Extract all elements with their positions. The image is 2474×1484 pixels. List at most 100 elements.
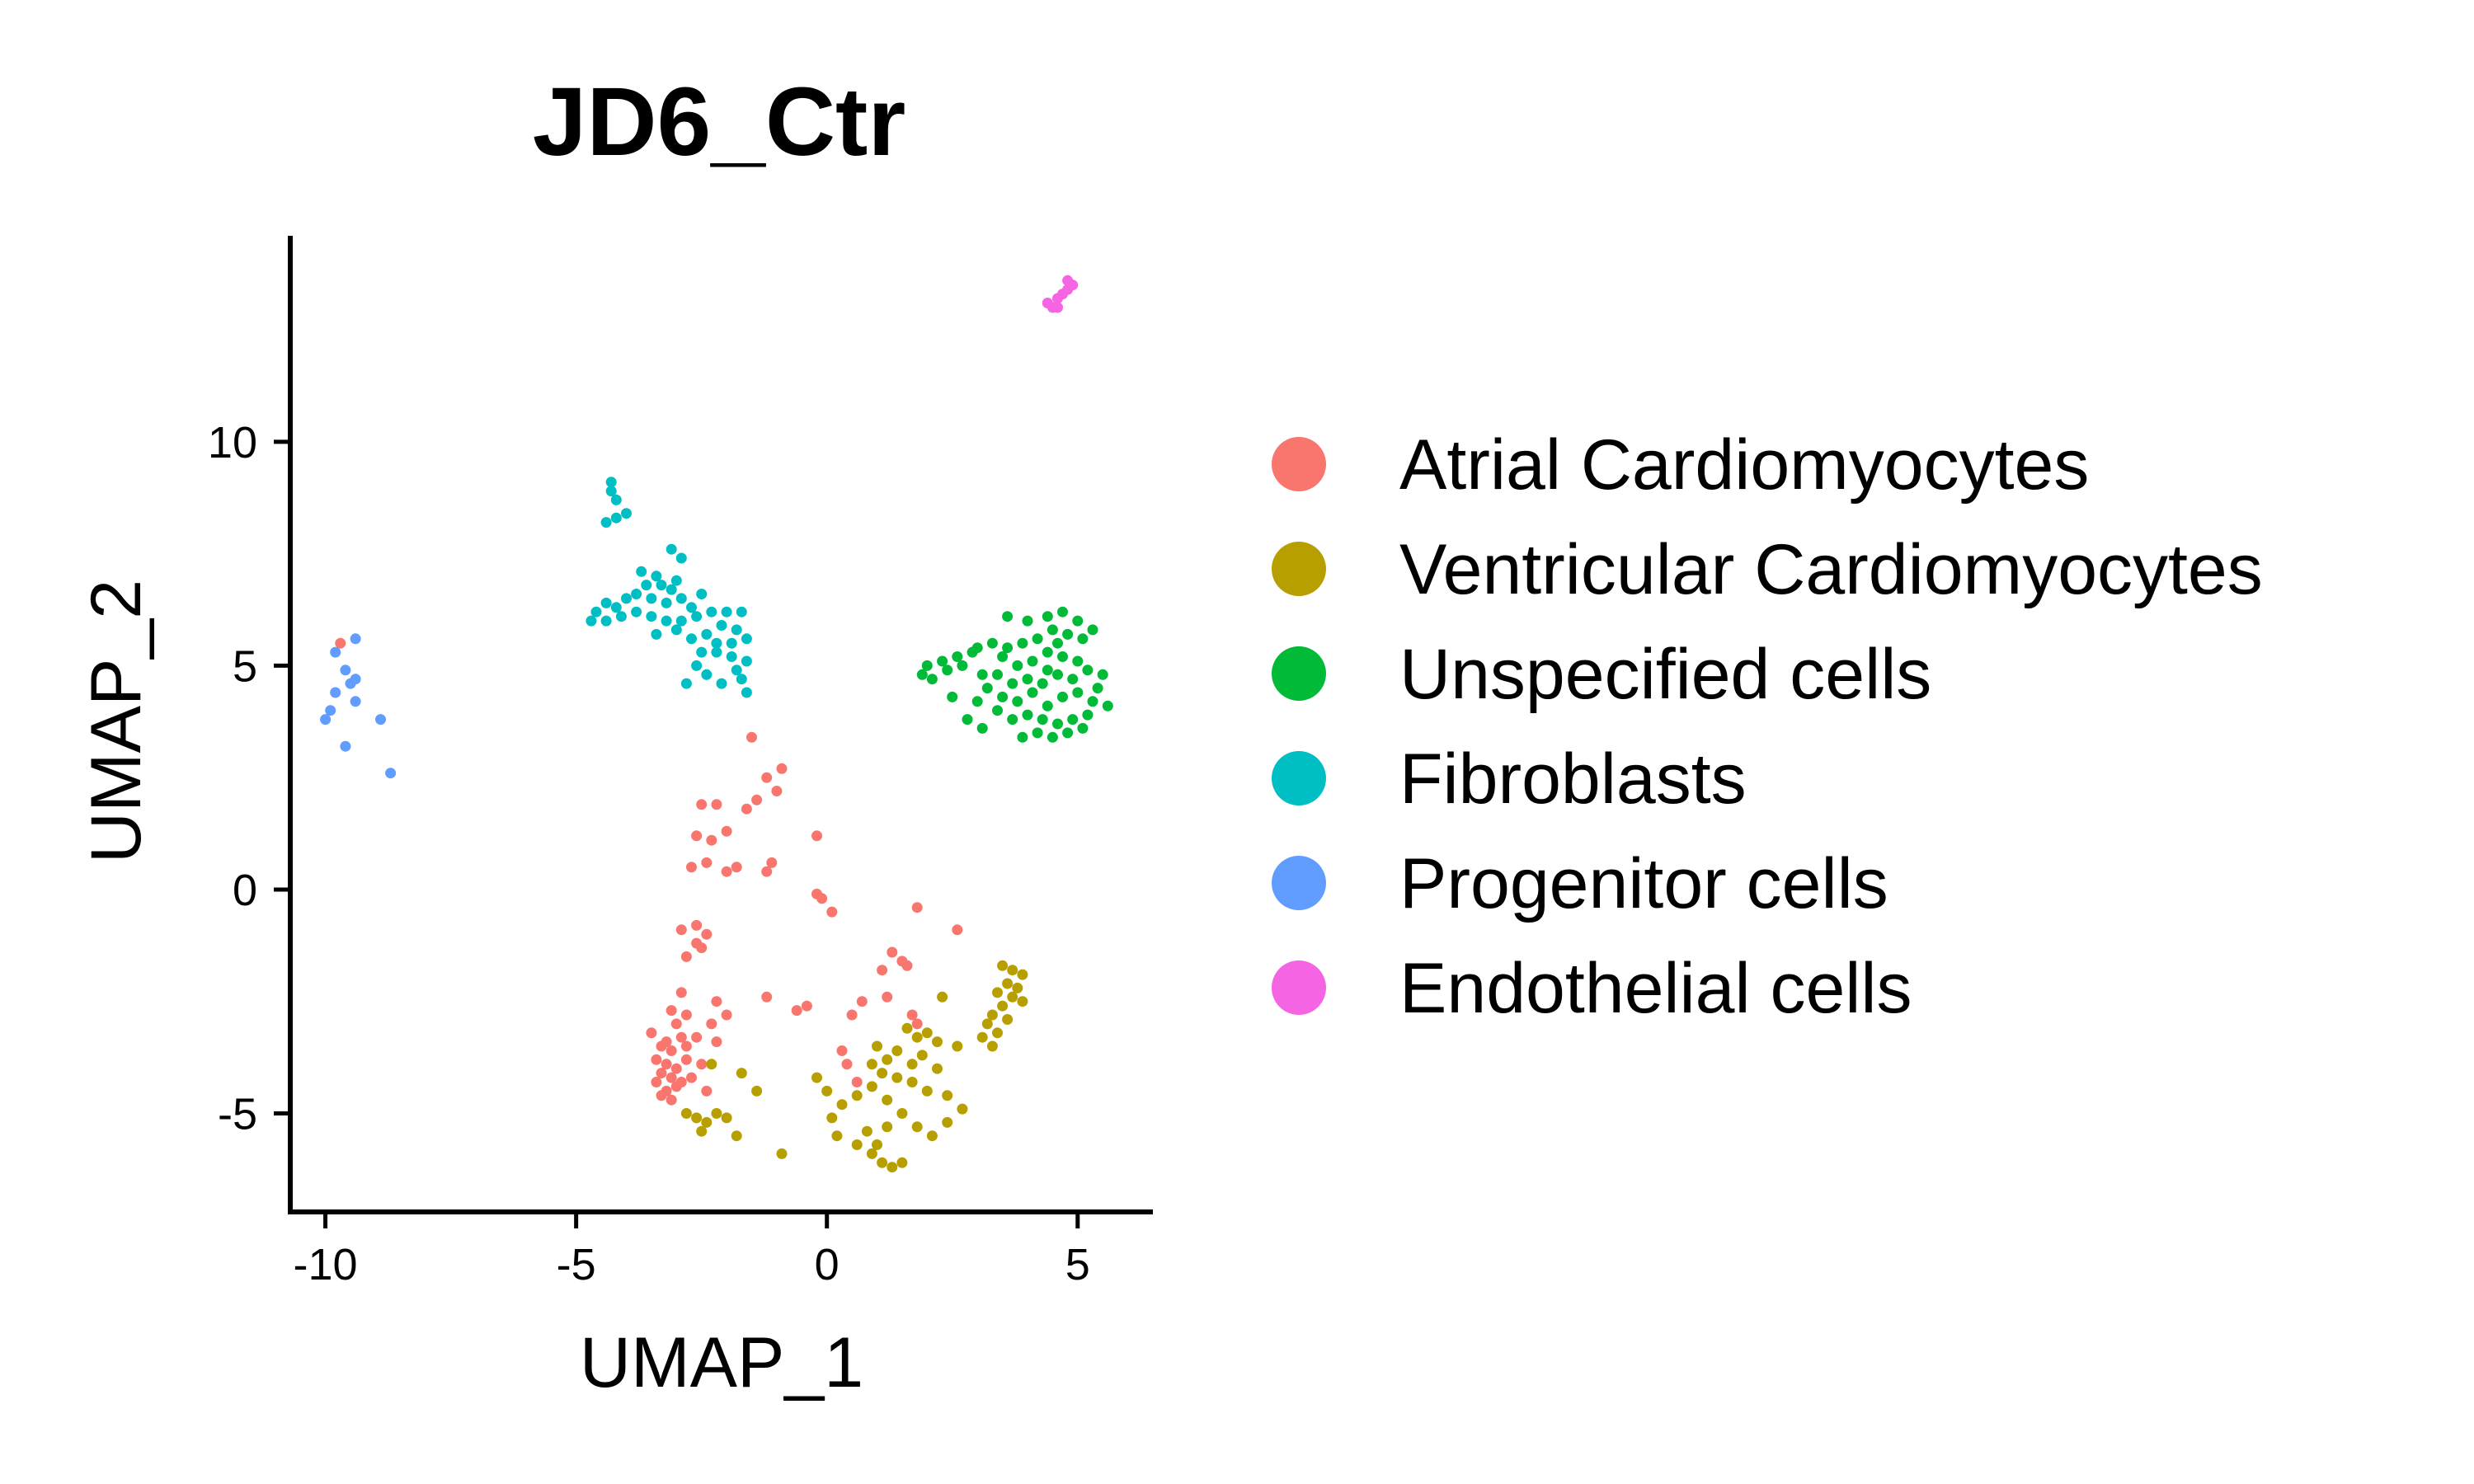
data-point	[691, 660, 703, 671]
data-point	[666, 1094, 677, 1106]
data-point	[947, 691, 958, 702]
data-point	[670, 624, 682, 636]
data-point	[656, 1068, 667, 1079]
data-point	[997, 651, 1009, 662]
data-point	[686, 862, 697, 873]
data-point	[731, 862, 742, 873]
data-point	[1062, 727, 1074, 739]
data-point	[882, 1094, 893, 1106]
data-point	[921, 1085, 933, 1097]
data-point	[675, 1031, 687, 1043]
data-point	[1042, 646, 1053, 658]
data-point	[962, 714, 973, 726]
x-tick-label: -10	[294, 1240, 358, 1289]
data-point	[711, 996, 722, 1007]
data-point	[675, 593, 687, 604]
data-point	[1007, 678, 1018, 689]
data-point	[721, 1009, 732, 1021]
data-point	[661, 597, 672, 608]
data-point	[631, 589, 642, 599]
data-point	[1062, 628, 1074, 640]
data-point	[766, 857, 778, 868]
data-point	[911, 1018, 923, 1030]
data-point	[1007, 991, 1018, 1003]
data-point	[701, 1116, 713, 1128]
data-point	[911, 1121, 923, 1133]
data-point	[636, 566, 647, 577]
data-point	[1067, 714, 1079, 726]
data-point	[997, 1000, 1009, 1012]
data-point	[826, 906, 838, 918]
legend-item: Progenitor cells	[1272, 844, 1888, 923]
data-point	[716, 620, 727, 631]
data-point	[1027, 655, 1038, 667]
data-point	[696, 799, 708, 810]
data-point	[1042, 700, 1053, 711]
data-point	[1082, 665, 1094, 676]
data-point	[696, 1125, 708, 1137]
legend-swatch	[1272, 646, 1326, 701]
data-point	[1072, 615, 1084, 627]
data-point	[670, 1081, 682, 1092]
data-point	[921, 660, 933, 671]
legend-swatch	[1272, 751, 1326, 805]
data-point	[675, 615, 687, 627]
data-point	[1007, 714, 1018, 726]
data-point	[646, 1027, 657, 1039]
data-point	[932, 1063, 943, 1074]
data-point	[651, 1054, 662, 1065]
data-point	[651, 1077, 662, 1087]
data-point	[976, 1031, 988, 1043]
data-point	[957, 660, 968, 671]
data-point	[691, 1112, 703, 1124]
data-point	[736, 606, 747, 618]
data-point	[1102, 700, 1113, 711]
data-point	[680, 1108, 692, 1119]
data-point	[887, 1162, 898, 1173]
data-point	[836, 1045, 848, 1056]
data-point	[675, 924, 687, 936]
data-point	[1087, 624, 1098, 636]
data-point	[1057, 651, 1068, 662]
x-tick-label: 5	[1065, 1240, 1090, 1289]
data-point	[1012, 982, 1023, 993]
data-point	[350, 674, 361, 685]
data-point	[952, 651, 963, 662]
data-point	[1032, 633, 1043, 645]
y-tick-label: 10	[208, 418, 257, 467]
data-point	[861, 1125, 872, 1137]
data-point	[937, 991, 948, 1003]
data-point	[320, 714, 332, 726]
data-point	[600, 615, 612, 627]
legend-label: Endothelial cells	[1399, 949, 1912, 1028]
data-point	[976, 669, 988, 680]
data-point	[666, 1005, 677, 1017]
data-point	[866, 1059, 877, 1070]
data-point	[761, 866, 773, 877]
data-point	[981, 1018, 993, 1030]
data-point	[661, 615, 672, 627]
legend-item: Fibroblasts	[1272, 740, 1747, 819]
legend-label: Atrial Cardiomyocytes	[1399, 425, 2089, 505]
data-point	[901, 960, 913, 971]
data-point	[1067, 674, 1079, 685]
legend-label: Progenitor cells	[1399, 844, 1888, 923]
data-point	[680, 951, 692, 962]
data-point	[721, 1112, 732, 1124]
data-point	[1057, 691, 1068, 702]
data-point	[1022, 615, 1033, 627]
data-point	[680, 678, 692, 689]
data-point	[350, 633, 361, 645]
data-point	[916, 669, 928, 680]
data-point	[1047, 624, 1058, 636]
data-point	[957, 1103, 968, 1115]
data-point	[701, 857, 713, 868]
data-point	[726, 637, 737, 649]
data-point	[675, 987, 687, 998]
legend-swatch	[1272, 437, 1326, 491]
data-point	[1012, 696, 1023, 707]
data-point	[721, 866, 732, 877]
data-point	[882, 991, 893, 1003]
y-axis-ticks: -5 0 5 10	[208, 418, 290, 1139]
data-point	[711, 799, 722, 810]
